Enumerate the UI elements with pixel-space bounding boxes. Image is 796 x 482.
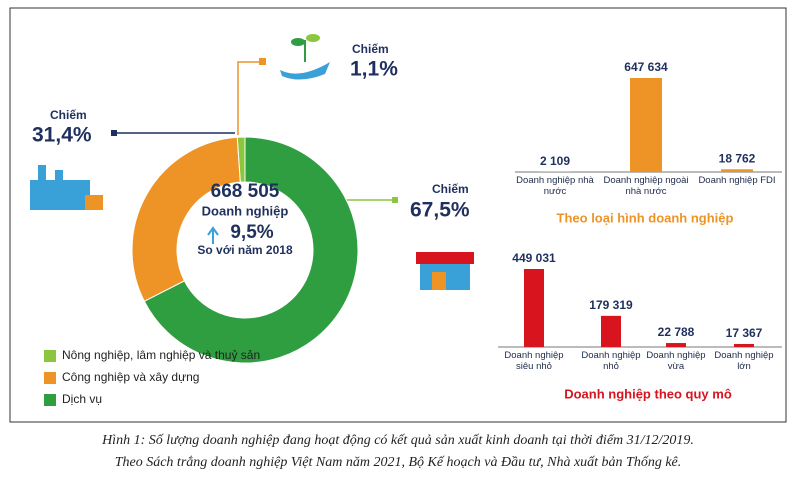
- legend-swatch: [44, 350, 56, 362]
- value-label: 22 788: [658, 325, 695, 339]
- value-label: 1,1%: [350, 58, 398, 81]
- chart-title: Doanh nghiệp theo quy mô: [564, 386, 732, 401]
- value-label-prefix: Chiếm: [50, 108, 87, 122]
- center-text: Doanh nghiệp: [202, 203, 289, 218]
- value-label: 18 762: [719, 151, 756, 165]
- donut-slice: [131, 136, 241, 302]
- bar: [601, 315, 621, 347]
- x-tick-label: Doanh nghiệp vừa: [646, 350, 706, 372]
- x-tick-label: Doanh nghiệp FDI: [698, 175, 776, 186]
- caption: Theo Sách trắng doanh nghiệp Việt Nam nă…: [115, 455, 682, 470]
- legend-swatch: [44, 372, 56, 384]
- bar: [721, 169, 753, 172]
- legend-label: Nông nghiệp, lâm nghiệp và thuỷ sản: [62, 348, 260, 362]
- factory-icon: [30, 165, 103, 210]
- value-label: 179 319: [589, 298, 633, 312]
- value-label: 17 367: [726, 326, 763, 340]
- x-tick-label: Doanh nghiệp lớn: [714, 350, 774, 372]
- x-tick-label: Doanh nghiệp nhà nước: [516, 175, 594, 197]
- plant-icon: [280, 34, 330, 80]
- leader-marker: [259, 58, 266, 65]
- caption: Hình 1: Số lượng doanh nghiệp đang hoạt …: [101, 433, 694, 448]
- chart-title: Theo loại hình doanh nghiệp: [557, 210, 734, 225]
- x-tick-label: Doanh nghiệp ngoài nhà nước: [603, 175, 689, 197]
- value-label-prefix: Chiếm: [352, 42, 389, 56]
- value-label: 67,5%: [410, 199, 470, 222]
- shop-icon: [416, 252, 474, 290]
- x-tick-label: Doanh nghiệp ngoài nhà nước: [603, 175, 689, 197]
- leader-marker: [392, 197, 398, 203]
- legend-label: Công nghiệp và xây dựng: [62, 370, 199, 384]
- bar: [524, 269, 544, 347]
- x-tick-label: Doanh nghiệp FDI: [698, 175, 776, 186]
- bar: [630, 78, 662, 172]
- up-arrow: [207, 226, 219, 244]
- legend-swatch: [44, 394, 56, 406]
- x-tick-label: Doanh nghiệp nhỏ: [581, 350, 641, 372]
- value-label: 31,4%: [32, 124, 92, 147]
- bar: [734, 343, 754, 347]
- x-tick-label: Doanh nghiệp siêu nhỏ: [504, 350, 564, 372]
- center-text: 9,5%: [230, 222, 273, 243]
- value-label-prefix: Chiếm: [432, 182, 469, 196]
- leader-line: [237, 61, 262, 135]
- x-tick-label: Doanh nghiệp nhà nước: [516, 175, 594, 197]
- value-label: 449 031: [512, 251, 556, 265]
- x-tick-label: Doanh nghiệp nhỏ: [581, 350, 641, 372]
- value-label: 2 109: [540, 154, 570, 168]
- x-tick-label: Doanh nghiệp lớn: [714, 350, 774, 372]
- x-tick-label: Doanh nghiệp vừa: [646, 350, 706, 372]
- x-tick-label: Doanh nghiệp siêu nhỏ: [504, 350, 564, 372]
- legend-label: Dịch vụ: [62, 392, 102, 406]
- center-text: So với năm 2018: [197, 243, 293, 257]
- donut-slice: [143, 136, 359, 364]
- leader-marker: [111, 130, 117, 136]
- frame: [9, 7, 787, 423]
- value-label: 647 634: [624, 60, 668, 74]
- bar: [666, 343, 686, 347]
- center-text: 668 505: [211, 181, 280, 202]
